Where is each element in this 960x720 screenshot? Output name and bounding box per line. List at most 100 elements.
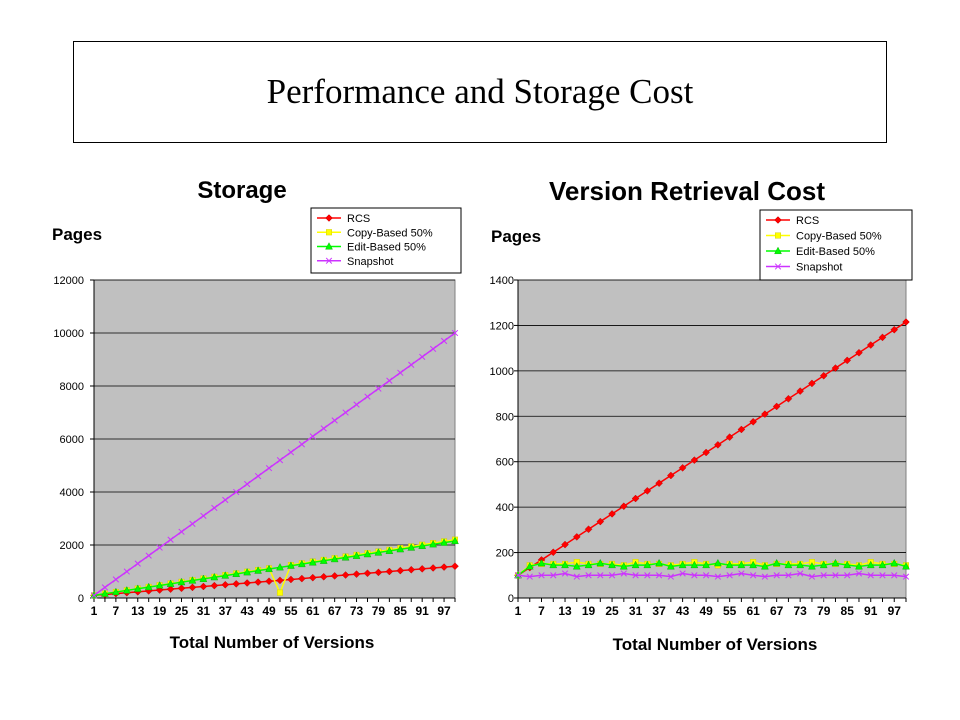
x-tick-label: 97 [888, 604, 902, 618]
data-point [526, 573, 533, 580]
x-tick-label: 97 [437, 604, 451, 618]
series-line [517, 321, 907, 576]
legend-label: Edit-Based 50% [347, 242, 426, 254]
marker-x-stroke [832, 572, 839, 579]
marker-x-stroke [189, 520, 196, 527]
x-tick-label: 19 [582, 604, 596, 618]
legend-swatch-marker [774, 263, 782, 270]
data-point [309, 433, 316, 440]
data-point [879, 572, 886, 579]
data-point [573, 573, 580, 580]
legend-swatch-marker [325, 214, 333, 222]
data-point [573, 533, 581, 541]
x-tick-label: 49 [699, 604, 713, 618]
data-point [667, 562, 675, 570]
data-point [737, 560, 746, 569]
data-point [243, 568, 251, 576]
x-tick-label: 1 [91, 604, 98, 618]
marker-x-stroke [325, 257, 333, 264]
data-point [254, 578, 262, 586]
data-point [808, 562, 816, 570]
data-point [584, 525, 593, 534]
marker-x-stroke [644, 572, 651, 579]
data-point [785, 572, 792, 579]
data-point [749, 560, 757, 569]
marker-x-stroke [178, 528, 185, 535]
y-tick-label: 4000 [60, 487, 84, 499]
data-point [761, 410, 769, 418]
data-point [620, 570, 627, 577]
legend-swatch-marker [325, 242, 333, 250]
marker-x-stroke [867, 572, 874, 579]
data-point [331, 417, 338, 424]
x-tick-label: 49 [262, 604, 276, 618]
data-point [363, 549, 372, 558]
legend-label: Edit-Based 50% [796, 246, 875, 258]
y-tick-label: 600 [496, 457, 514, 469]
data-point [537, 558, 546, 567]
data-point [112, 576, 120, 583]
x-tick-label: 43 [676, 604, 690, 618]
marker-x-stroke [90, 592, 98, 599]
data-point [891, 572, 898, 579]
marker-x-stroke [408, 361, 415, 368]
data-point [644, 572, 651, 579]
data-point [737, 425, 746, 434]
x-tick-label: 67 [770, 604, 784, 618]
data-point [572, 562, 581, 570]
y-tick-label: 400 [496, 502, 514, 514]
plot-area [517, 279, 907, 599]
data-point [784, 560, 793, 569]
marker-x-stroke [608, 572, 616, 579]
data-point [298, 574, 306, 583]
data-point [319, 573, 328, 581]
data-point [761, 562, 769, 570]
data-point [429, 564, 437, 572]
data-point [714, 558, 722, 567]
marker-x-stroke [808, 573, 816, 580]
data-point [112, 587, 120, 596]
x-tick-label: 37 [219, 604, 233, 618]
data-point [867, 572, 874, 579]
marker-x-stroke [620, 570, 627, 577]
legend-swatch-marker [326, 229, 333, 236]
marker-x-stroke [774, 263, 782, 270]
marker-x-stroke [550, 572, 557, 579]
data-point [561, 560, 569, 569]
y-tick-label: 200 [496, 548, 514, 560]
data-point [714, 573, 722, 580]
data-point [549, 560, 558, 569]
data-point [550, 572, 557, 579]
data-point [725, 560, 734, 569]
data-point [866, 560, 875, 569]
data-point [276, 457, 284, 464]
legend-label: Snapshot [347, 256, 393, 268]
marker-x-stroke [891, 572, 898, 579]
data-point [819, 371, 828, 380]
data-point [243, 480, 251, 488]
chart-title: Storage [197, 177, 286, 204]
x-tick-label: 91 [416, 604, 430, 618]
data-point [902, 562, 910, 570]
data-point [222, 496, 229, 504]
legend-swatch-marker [775, 232, 782, 239]
data-point [725, 433, 734, 441]
legend-label: Copy-Based 50% [347, 227, 433, 239]
data-point [396, 544, 405, 553]
marker-x-stroke [331, 417, 338, 424]
data-point [352, 551, 361, 559]
legend-label: Snapshot [796, 262, 842, 274]
data-point [514, 572, 522, 579]
marker-x-stroke [265, 464, 273, 472]
marker-x-stroke [440, 337, 448, 345]
data-point [678, 560, 687, 569]
data-point [797, 570, 804, 577]
series-snapshot [514, 570, 910, 580]
x-tick-label: 7 [113, 604, 120, 618]
marker-x-stroke [156, 544, 163, 551]
data-point [200, 512, 207, 520]
data-point [690, 456, 699, 464]
legend-label: RCS [347, 213, 370, 225]
storage-chart: Storage Pages Total Number of Versions 0 200… [52, 177, 462, 652]
